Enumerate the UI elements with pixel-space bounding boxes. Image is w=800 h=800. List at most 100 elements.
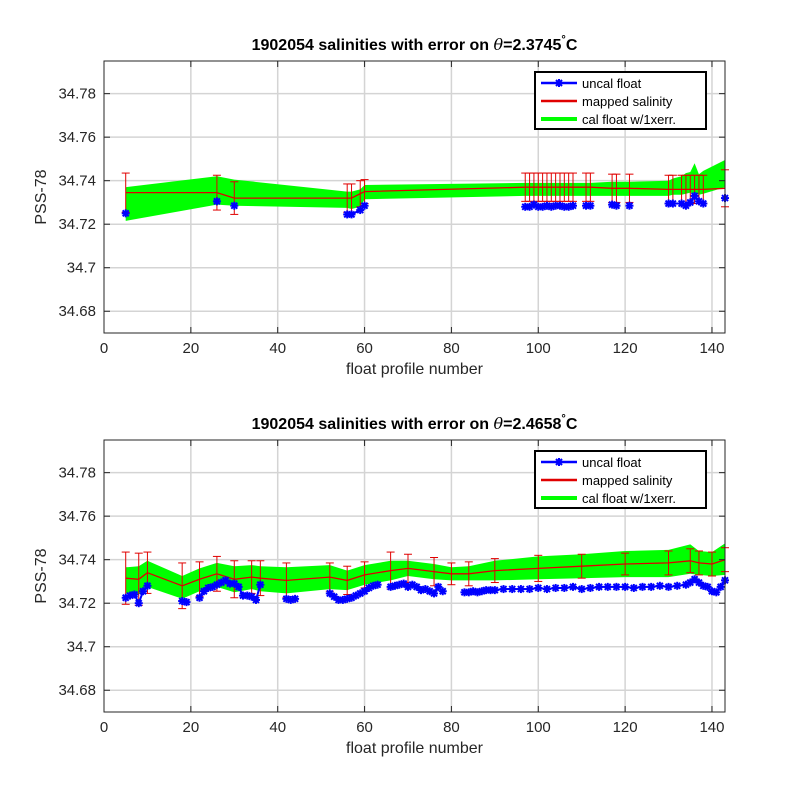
- legend-label-uncal: uncal float: [582, 455, 642, 470]
- x-tick-label: 100: [526, 340, 551, 357]
- chart-title-part: C: [566, 416, 578, 433]
- uncal-float-point: [668, 199, 677, 208]
- y-tick-label: 34.74: [58, 173, 96, 190]
- uncal-float-point: [638, 582, 647, 591]
- uncal-float-point: [569, 582, 578, 591]
- uncal-float-point: [629, 583, 638, 592]
- chart-title-part: °: [561, 34, 565, 46]
- uncal-float-point: [212, 197, 221, 206]
- uncal-float-point: [195, 593, 204, 602]
- y-axis-label: PSS-78: [33, 548, 50, 603]
- uncal-float-point: [595, 582, 604, 591]
- x-axis-label: float profile number: [346, 361, 484, 378]
- legend-label-cal: cal float w/1xerr.: [582, 112, 676, 127]
- x-tick-label: 140: [699, 719, 724, 736]
- y-tick-label: 34.76: [58, 129, 96, 146]
- uncal-float-point: [516, 585, 525, 594]
- uncal-float-point: [525, 585, 534, 594]
- y-tick-label: 34.72: [58, 595, 96, 612]
- chart-title: 1902054 salinities with error on θ=2.465…: [252, 413, 578, 433]
- x-tick-label: 0: [100, 719, 108, 736]
- uncal-float-point: [499, 585, 508, 594]
- x-tick-label: 40: [269, 340, 286, 357]
- legend: uncal float mapped salinity cal float w/1x…: [534, 71, 707, 130]
- uncal-float-point: [699, 199, 708, 208]
- legend-label-cal: cal float w/1xerr.: [582, 491, 676, 506]
- uncal-float-point: [681, 580, 690, 589]
- x-tick-label: 120: [613, 340, 638, 357]
- uncal-float-point: [664, 582, 673, 591]
- x-tick-label: 100: [526, 719, 551, 736]
- uncal-float-point: [612, 201, 621, 210]
- legend-marker: [555, 458, 563, 466]
- legend-label-mapped: mapped salinity: [582, 94, 673, 109]
- uncal-float-point: [542, 585, 551, 594]
- legend-label-uncal: uncal float: [582, 76, 642, 91]
- y-tick-label: 34.72: [58, 216, 96, 233]
- uncal-float-point: [182, 598, 191, 607]
- chart-title-part: C: [566, 37, 578, 54]
- uncal-float-point: [647, 582, 656, 591]
- y-tick-label: 34.78: [58, 86, 96, 103]
- uncal-float-point: [234, 582, 243, 591]
- x-tick-label: 140: [699, 340, 724, 357]
- mapped-salinity-line: [125, 186, 726, 199]
- uncal-float-point: [534, 583, 543, 592]
- y-tick-label: 34.74: [58, 552, 96, 569]
- uncal-float-point: [130, 590, 139, 599]
- uncal-float-point: [143, 581, 152, 590]
- uncal-float-point: [134, 599, 143, 608]
- x-tick-label: 80: [443, 340, 460, 357]
- uncal-float-point: [360, 201, 369, 210]
- chart-title-part: θ: [494, 35, 504, 54]
- x-tick-label: 60: [356, 719, 373, 736]
- chart-title-part: °: [561, 413, 565, 425]
- y-tick-label: 34.7: [67, 639, 96, 656]
- uncal-float-point: [251, 595, 260, 604]
- legend: uncal float mapped salinity cal float w/1x…: [534, 450, 707, 509]
- uncal-float-point: [551, 583, 560, 592]
- uncal-float-point: [716, 582, 725, 591]
- x-tick-label: 20: [183, 340, 200, 357]
- uncal-float-point: [569, 201, 578, 210]
- x-tick-label: 0: [100, 340, 108, 357]
- chart-1: 0 20 40 60 80 100 120 140 34.68 34.7 34.72 34.74 34.…: [33, 34, 729, 378]
- uncal-float-point: [625, 201, 634, 210]
- uncal-float-point: [430, 589, 439, 598]
- y-tick-label: 34.68: [58, 682, 96, 699]
- uncal-float-point: [655, 581, 664, 590]
- uncal-float-point: [686, 198, 695, 207]
- uncal-float-point: [373, 580, 382, 589]
- legend-label-mapped: mapped salinity: [582, 473, 673, 488]
- uncal-float-point: [399, 579, 408, 588]
- chart-title: 1902054 salinities with error on θ=2.374…: [252, 34, 578, 54]
- uncal-float-point: [603, 582, 612, 591]
- uncal-float-point: [621, 582, 630, 591]
- uncal-float-point: [586, 583, 595, 592]
- uncal-float-point: [560, 583, 569, 592]
- uncal-float-point: [673, 581, 682, 590]
- uncal-float-point: [694, 578, 703, 587]
- uncal-float-point: [121, 209, 130, 218]
- axes-box: [103, 60, 726, 334]
- legend-marker: [555, 79, 563, 87]
- x-tick-label: 20: [183, 719, 200, 736]
- uncal-float-point: [690, 191, 699, 200]
- chart-title-part: 1902054 salinities with error on: [252, 416, 494, 433]
- uncal-float-point: [256, 580, 265, 589]
- y-tick-label: 34.7: [67, 260, 96, 277]
- chart-title-part: =2.3745: [503, 37, 561, 54]
- uncal-float-point: [577, 585, 586, 594]
- uncal-float-point: [612, 582, 621, 591]
- uncal-float-point: [586, 201, 595, 210]
- x-tick-label: 120: [613, 719, 638, 736]
- uncal-float-point: [490, 586, 499, 595]
- x-tick-label: 60: [356, 340, 373, 357]
- chart-title-part: =2.4658: [503, 416, 561, 433]
- chart-title-part: 1902054 salinities with error on: [252, 37, 494, 54]
- uncal-float-point: [291, 594, 300, 603]
- uncal-float-point: [347, 210, 356, 219]
- x-tick-label: 40: [269, 719, 286, 736]
- y-tick-label: 34.78: [58, 465, 96, 482]
